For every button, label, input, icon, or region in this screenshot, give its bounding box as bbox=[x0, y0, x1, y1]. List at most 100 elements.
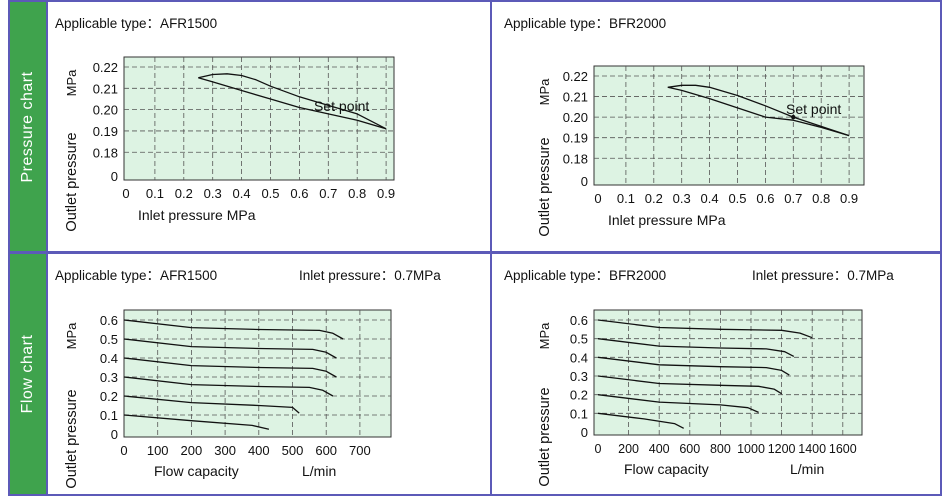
set-point-marker bbox=[791, 114, 796, 120]
series-line-2 bbox=[597, 356, 790, 376]
y-tick-label: 0.20 bbox=[93, 103, 118, 118]
x-tick-label: 0.1 bbox=[146, 186, 164, 201]
x-tick-label: 0.7 bbox=[784, 191, 802, 206]
x-tick-label: 0.9 bbox=[840, 191, 858, 206]
panel-subtitle-bfr2000-flow: Inlet pressure：0.7MPa bbox=[752, 268, 894, 283]
x-tick-label: 0.8 bbox=[348, 186, 366, 201]
y-tick-label: 0.3 bbox=[100, 370, 118, 385]
panel-title-afr1500-flow: Applicable type：AFR1500 bbox=[55, 268, 218, 283]
y-tick-label: 0.2 bbox=[100, 389, 118, 404]
set-point-annotation: Set point bbox=[314, 98, 369, 114]
y-tick-label: 0.4 bbox=[100, 351, 118, 366]
y-tick-label: 0.1 bbox=[100, 408, 118, 423]
x-tick-label: 0.5 bbox=[728, 191, 746, 206]
y-tick-label: 0.18 bbox=[563, 151, 588, 166]
y-tick-label: 0.21 bbox=[93, 81, 118, 96]
y-tick-label: 0.22 bbox=[93, 60, 118, 75]
plot-area-0 bbox=[123, 56, 395, 181]
series-line-4 bbox=[597, 394, 759, 413]
x-tick-label: 0.6 bbox=[756, 191, 774, 206]
series-line-1 bbox=[667, 86, 850, 137]
panel-title-afr1500-pressure: Applicable type：AFR1500 bbox=[55, 16, 218, 31]
x-tick-label: 0.2 bbox=[645, 191, 663, 206]
y-axis-label: Outlet pressure bbox=[537, 137, 553, 236]
x-tick-label: 0.1 bbox=[617, 191, 635, 206]
x-tick-label: 0.2 bbox=[175, 186, 193, 201]
x-tick-label: 0.3 bbox=[204, 186, 222, 201]
x-tick-label: 0 bbox=[122, 186, 129, 201]
plot-area-1 bbox=[593, 65, 865, 186]
series-line-1 bbox=[597, 338, 795, 357]
series-line-0 bbox=[198, 73, 387, 130]
y-tick-label: 0 bbox=[111, 169, 118, 184]
x-unit-label: L/min bbox=[790, 461, 824, 477]
x-tick-label: 0.9 bbox=[377, 186, 395, 201]
y-axis-label: Outlet pressure bbox=[537, 387, 553, 486]
x-tick-label: 300 bbox=[214, 443, 236, 458]
y-axis-label: Outlet pressure bbox=[64, 132, 80, 231]
y-tick-label: 0.18 bbox=[93, 145, 118, 160]
y-tick-label: 0.4 bbox=[570, 350, 588, 365]
x-tick-label: 0.4 bbox=[233, 186, 251, 201]
y-tick-label: 0 bbox=[111, 427, 118, 442]
series-line-1 bbox=[198, 77, 387, 130]
x-tick-label: 1200 bbox=[768, 442, 796, 456]
series-line-0 bbox=[597, 319, 813, 339]
series-line-3 bbox=[123, 376, 334, 397]
x-axis-label: Inlet pressure MPa bbox=[138, 207, 256, 223]
x-tick-label: 1400 bbox=[798, 442, 826, 456]
x-tick-label: 800 bbox=[710, 442, 731, 456]
x-tick-label: 0.5 bbox=[261, 186, 279, 201]
panel-title-bfr2000-pressure: Applicable type：BFR2000 bbox=[504, 16, 667, 31]
x-tick-label: 700 bbox=[349, 443, 371, 458]
series-line-0 bbox=[667, 84, 850, 137]
x-tick-label: 1000 bbox=[737, 442, 765, 456]
y-tick-label: 0.3 bbox=[570, 369, 588, 384]
x-tick-label: 0 bbox=[595, 442, 602, 456]
plot-area-3 bbox=[593, 309, 863, 436]
y-tick-label: 0.1 bbox=[570, 406, 588, 421]
x-tick-label: 1600 bbox=[829, 442, 857, 456]
y-unit-label: MPa bbox=[64, 322, 79, 350]
y-tick-label: 0.2 bbox=[570, 388, 588, 403]
series-line-4 bbox=[123, 395, 300, 414]
x-unit-label: L/min bbox=[302, 463, 336, 479]
y-unit-label: MPa bbox=[64, 69, 79, 97]
x-tick-label: 400 bbox=[248, 443, 270, 458]
series-line-3 bbox=[597, 375, 782, 395]
y-unit-label: MPa bbox=[537, 78, 552, 106]
x-axis-label: Inlet pressure MPa bbox=[608, 212, 726, 228]
y-tick-label: 0.5 bbox=[100, 332, 118, 347]
x-tick-label: 200 bbox=[618, 442, 639, 456]
x-tick-label: 0 bbox=[594, 191, 601, 206]
y-tick-label: 0.19 bbox=[563, 131, 588, 146]
panel-title-bfr2000-flow: Applicable type：BFR2000 bbox=[504, 268, 667, 283]
y-tick-label: 0.6 bbox=[570, 313, 588, 328]
y-tick-label: 0.21 bbox=[563, 90, 588, 105]
y-tick-label: 0.19 bbox=[93, 124, 118, 139]
y-tick-label: 0.5 bbox=[570, 332, 588, 347]
y-unit-label: MPa bbox=[537, 322, 552, 350]
x-tick-label: 200 bbox=[181, 443, 203, 458]
section-label-pressure: Pressure chart bbox=[10, 2, 46, 251]
series-line-1 bbox=[123, 338, 337, 359]
y-tick-label: 0.22 bbox=[563, 69, 588, 84]
x-axis-label: Flow capacity bbox=[624, 461, 709, 477]
column-divider bbox=[490, 2, 492, 494]
y-tick-label: 0 bbox=[581, 425, 588, 440]
x-axis-label: Flow capacity bbox=[154, 463, 239, 479]
y-tick-label: 0.6 bbox=[100, 313, 118, 328]
y-tick-label: 0.20 bbox=[563, 110, 588, 125]
series-line-0 bbox=[123, 319, 344, 340]
x-tick-label: 0.4 bbox=[701, 191, 719, 206]
series-line-5 bbox=[597, 412, 684, 429]
y-tick-label: 0 bbox=[581, 174, 588, 189]
figure-frame bbox=[8, 0, 942, 496]
plot-area-2 bbox=[123, 309, 392, 438]
x-tick-label: 600 bbox=[679, 442, 700, 456]
x-tick-label: 0.8 bbox=[812, 191, 830, 206]
series-line-2 bbox=[123, 357, 337, 378]
x-tick-label: 0.7 bbox=[319, 186, 337, 201]
x-tick-label: 0 bbox=[120, 443, 127, 458]
